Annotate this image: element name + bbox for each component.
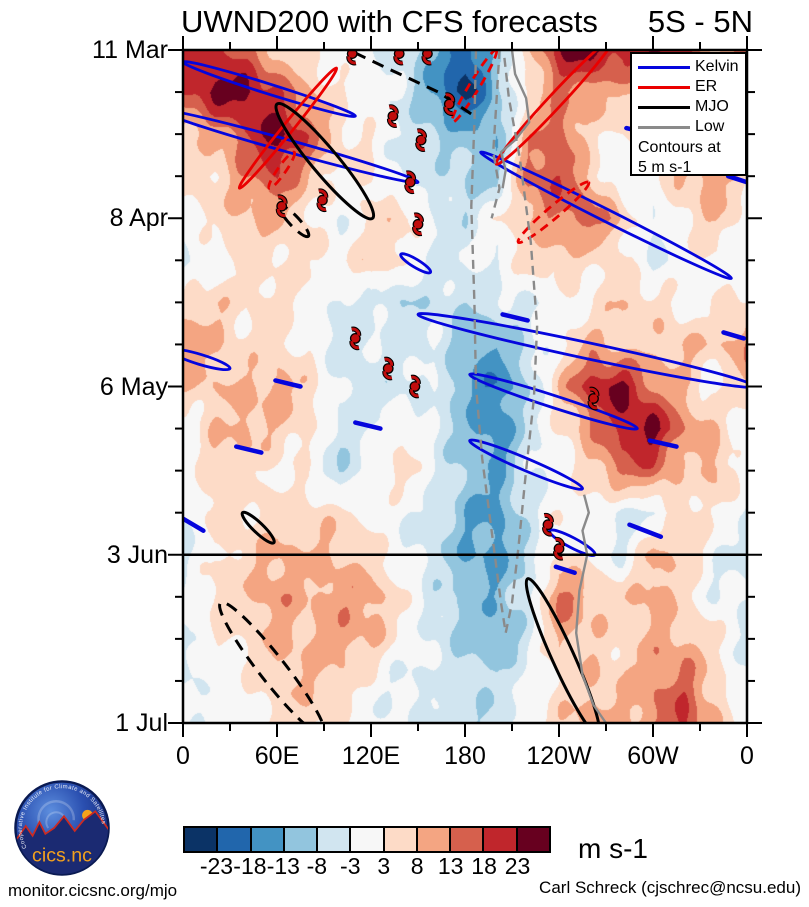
legend-entry-label: ER — [695, 78, 718, 95]
kelvin-dash-segment — [725, 173, 747, 185]
tropical-cyclone-marker — [276, 197, 287, 216]
tropical-cyclone-marker — [350, 329, 361, 348]
legend-line-sample — [638, 125, 690, 129]
colorbar-tick-label: 13 — [437, 853, 464, 879]
colorbar-cell — [351, 828, 385, 851]
tropical-cyclone-marker — [588, 389, 599, 408]
y-axis-tick-label: 11 Mar — [92, 36, 168, 64]
colorbar-cell — [318, 828, 352, 851]
colorbar-cell — [185, 828, 219, 851]
x-axis-tick-label: 60E — [254, 742, 300, 770]
colorbar-units-label: m s-1 — [578, 833, 648, 864]
colorbar-tick-label: -18 — [233, 853, 267, 879]
tropical-cyclone-marker — [383, 359, 394, 378]
colorbar-cell — [417, 828, 452, 851]
legend-entry-label: Low — [695, 118, 725, 135]
x-axis-tick-label: 180 — [444, 742, 486, 770]
colorbar-cell — [218, 828, 252, 851]
cicsnc-logo: Cooperative Institute for Climate and Sa… — [14, 780, 110, 876]
kelvin-dash-segment — [353, 420, 383, 431]
kelvin-dash-segment — [273, 378, 303, 389]
legend-entries: Kelvin ER MJO Low — [638, 57, 745, 137]
kelvin-dash-segment — [721, 330, 747, 341]
colorbar-cell — [451, 828, 485, 851]
y-axis-tick-label: 1 Jul — [115, 709, 168, 737]
footer-url: monitor.cicsnc.org/mjo — [8, 881, 178, 900]
colorbar-cell — [484, 828, 518, 851]
mjo-wave-contour — [240, 510, 276, 545]
footer-credit: Carl Schreck (cjschrec@ncsu.edu) — [539, 878, 801, 897]
legend-note-line2: 5 m s-1 — [638, 159, 692, 176]
kelvin-wave-contour — [399, 252, 433, 275]
x-axis-tick-label: 120W — [526, 742, 592, 770]
logo-wordmark: cics.nc — [32, 844, 92, 866]
legend-entry-low: Low — [638, 117, 745, 137]
x-axis-tick-label: 0 — [740, 742, 754, 770]
kelvin-dash-segment — [627, 522, 664, 539]
colorbar-tick-label: -8 — [306, 853, 328, 879]
kelvin-dash-segment — [234, 444, 264, 455]
legend-line-sample — [638, 105, 690, 109]
tropical-cyclone-marker — [543, 515, 554, 534]
y-axis-tick-label: 6 May — [99, 372, 168, 401]
logo-mountains — [15, 811, 109, 875]
x-axis-tick-label: 60W — [627, 742, 679, 770]
y-axis-tick-label: 3 Jun — [106, 540, 168, 569]
kelvin-wave-contour — [183, 60, 357, 118]
low-wave-contour — [490, 50, 501, 219]
chart-title: UWND200 with CFS forecasts — [181, 4, 598, 39]
x-axis-tick-label: 120E — [341, 742, 401, 770]
chart-region-label: 5S - 5N — [647, 4, 753, 39]
colorbar-tick-label: -13 — [266, 853, 300, 879]
colorbar-tick-label: 8 — [410, 853, 424, 879]
low-wave-contour — [575, 494, 608, 723]
tropical-cyclone-marker — [413, 215, 424, 234]
kelvin-dash-segment — [553, 564, 577, 576]
kelvin-dash-segment — [183, 516, 206, 533]
colorbar-tick-label: -3 — [340, 853, 361, 879]
tropical-cyclone-marker — [317, 191, 328, 210]
er-wave-contour — [237, 66, 339, 190]
legend-line-sample — [638, 85, 690, 89]
colorbar-cell — [284, 828, 319, 851]
legend-entry-mjo: MJO — [638, 97, 745, 117]
kelvin-wave-contour — [468, 372, 639, 431]
tropical-cyclone-marker — [422, 50, 433, 63]
legend-note-line1: Contours at — [638, 139, 721, 156]
legend-entry-label: Kelvin — [695, 58, 739, 75]
colorbar-tick-label: 18 — [471, 853, 497, 879]
tropical-cyclone-marker — [416, 131, 427, 150]
colorbar-cell — [384, 828, 418, 851]
legend-box: Kelvin ER MJO Low Contours at 5 m s-1 — [630, 52, 747, 176]
low-wave-contour — [499, 50, 531, 189]
legend-entry-kelvin: Kelvin — [638, 57, 745, 77]
kelvin-wave-contour — [416, 312, 747, 389]
mjo-wave-contour — [218, 600, 327, 723]
kelvin-dash-segment — [647, 438, 679, 449]
colorbar-cell — [517, 828, 549, 851]
colorbar-tick-label: 23 — [504, 853, 531, 879]
legend-line-sample — [638, 65, 690, 69]
y-axis-tick-label: 8 Apr — [109, 204, 168, 233]
tropical-cyclone-marker — [388, 107, 399, 126]
tropical-cyclone-marker — [347, 50, 358, 63]
colorbar-tick-label: 3 — [377, 853, 391, 879]
mjo-wave-contour — [524, 577, 602, 723]
tropical-cyclone-marker — [410, 377, 421, 396]
legend-entry-label: MJO — [695, 98, 729, 115]
colorbar-cell — [251, 828, 285, 851]
legend-entry-er: ER — [638, 77, 745, 97]
colorbar-tick-label: -23 — [199, 853, 234, 879]
kelvin-wave-contour — [183, 347, 232, 372]
tropical-cyclone-marker — [394, 50, 405, 63]
kelvin-dash-segment — [500, 312, 530, 323]
colorbar — [183, 826, 551, 853]
x-axis-tick-label: 0 — [176, 742, 190, 770]
